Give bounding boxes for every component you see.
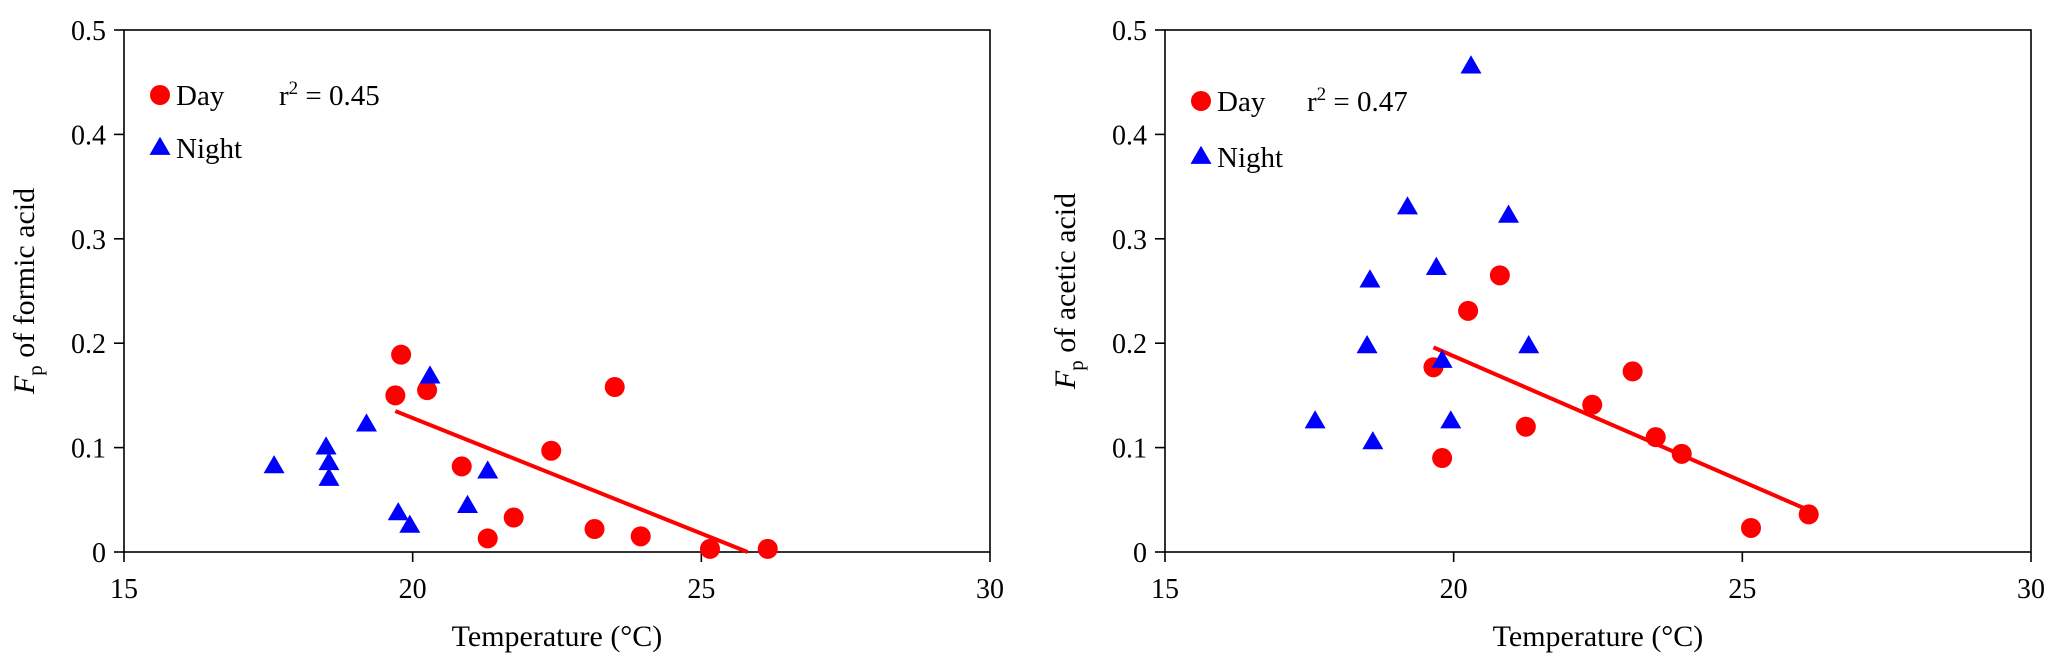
day-point <box>1622 361 1643 382</box>
x-tick-label: 30 <box>2017 574 2045 605</box>
y-tick-label: 0.2 <box>71 329 106 360</box>
night-point <box>1356 335 1378 354</box>
night-point <box>1498 204 1520 223</box>
day-point <box>584 519 605 540</box>
y-axis-label: Fp of formic acid <box>8 188 47 395</box>
y-tick-label: 0.2 <box>1112 329 1147 360</box>
x-tick-label: 20 <box>399 574 427 605</box>
y-tick-label: 0.4 <box>71 120 106 151</box>
day-point <box>1740 517 1761 538</box>
day-point <box>1798 504 1819 525</box>
y-tick-label: 0.1 <box>1112 434 1147 465</box>
regression-line <box>394 409 749 554</box>
night-point <box>1304 410 1326 429</box>
y-tick-label: 0.3 <box>71 225 106 256</box>
chart-panel-2: 15 20 25 30 0 0.1 0.2 0.3 0.4 0.5 Temperature (°C)… <box>1049 16 2045 653</box>
night-point <box>1431 349 1453 368</box>
day-point <box>503 507 524 528</box>
y-tick-label: 0.5 <box>71 16 106 47</box>
day-point <box>757 538 778 559</box>
night-point <box>1396 196 1418 215</box>
legend-night-label: Night <box>1217 142 1283 174</box>
legend-night-marker <box>1190 145 1212 164</box>
day-point <box>477 528 498 549</box>
day-point <box>604 377 625 398</box>
x-tick-label: 20 <box>1440 574 1468 605</box>
regression-line <box>1432 345 1810 513</box>
day-point <box>1582 394 1603 415</box>
day-point <box>1489 265 1510 286</box>
legend-day-label: Day <box>176 80 225 112</box>
day-point <box>541 440 562 461</box>
x-axis-label: Temperature (°C) <box>452 620 663 653</box>
y-tick-label: 0.3 <box>1112 225 1147 256</box>
night-point <box>477 460 499 479</box>
legend: Day Night <box>1190 86 1283 174</box>
night-point <box>318 467 340 486</box>
y-tick-label: 0 <box>92 538 106 569</box>
night-point <box>1518 335 1540 354</box>
y-tick-label: 0.1 <box>71 434 106 465</box>
plot-frame <box>1164 29 2032 553</box>
night-point <box>318 451 340 471</box>
legend: Day Night <box>149 80 242 165</box>
night-point <box>457 494 479 513</box>
legend-night-label: Night <box>176 133 242 165</box>
night-point <box>355 413 377 432</box>
y-tick-label: 0.5 <box>1112 16 1147 47</box>
night-point <box>1460 55 1482 74</box>
r-squared-annotation: r2 = 0.47 <box>1307 84 1408 118</box>
y-tick-label: 0.4 <box>1112 120 1147 151</box>
legend-night-marker <box>149 136 171 155</box>
day-point <box>630 526 651 547</box>
x-tick-label: 15 <box>1151 574 1179 605</box>
x-tick-label: 15 <box>110 574 138 605</box>
night-point <box>387 502 409 521</box>
day-point <box>451 456 472 477</box>
day-point <box>1515 416 1536 437</box>
day-point <box>391 344 412 365</box>
day-point <box>1458 300 1479 321</box>
day-point <box>1645 427 1666 448</box>
night-point <box>1425 256 1447 275</box>
x-tick-label: 25 <box>1728 574 1756 605</box>
y-axis-label: Fp of acetic acid <box>1049 193 1088 390</box>
legend-day-marker <box>1191 91 1211 111</box>
night-point <box>315 436 337 455</box>
day-point <box>385 385 406 406</box>
day-point <box>1432 448 1453 469</box>
day-point <box>699 538 720 559</box>
day-point <box>1671 443 1692 464</box>
night-point <box>1362 431 1384 450</box>
day-point <box>417 380 438 401</box>
x-tick-label: 25 <box>687 574 715 605</box>
x-axis-label: Temperature (°C) <box>1493 620 1704 653</box>
night-point <box>419 365 441 384</box>
night-point <box>1359 269 1381 288</box>
chart-panel-1: 15 20 25 30 0 0.1 0.2 0.3 0.4 0.5 Temperature (°C)… <box>8 16 1004 653</box>
legend-day-label: Day <box>1217 86 1266 118</box>
y-tick-label: 0 <box>1133 538 1147 569</box>
x-tick-label: 30 <box>976 574 1004 605</box>
legend-day-marker <box>150 85 170 105</box>
night-point <box>1440 410 1462 429</box>
plot-frame <box>123 29 991 553</box>
r-squared-annotation: r2 = 0.45 <box>279 78 380 112</box>
night-point <box>263 455 285 474</box>
night-point <box>399 514 421 533</box>
